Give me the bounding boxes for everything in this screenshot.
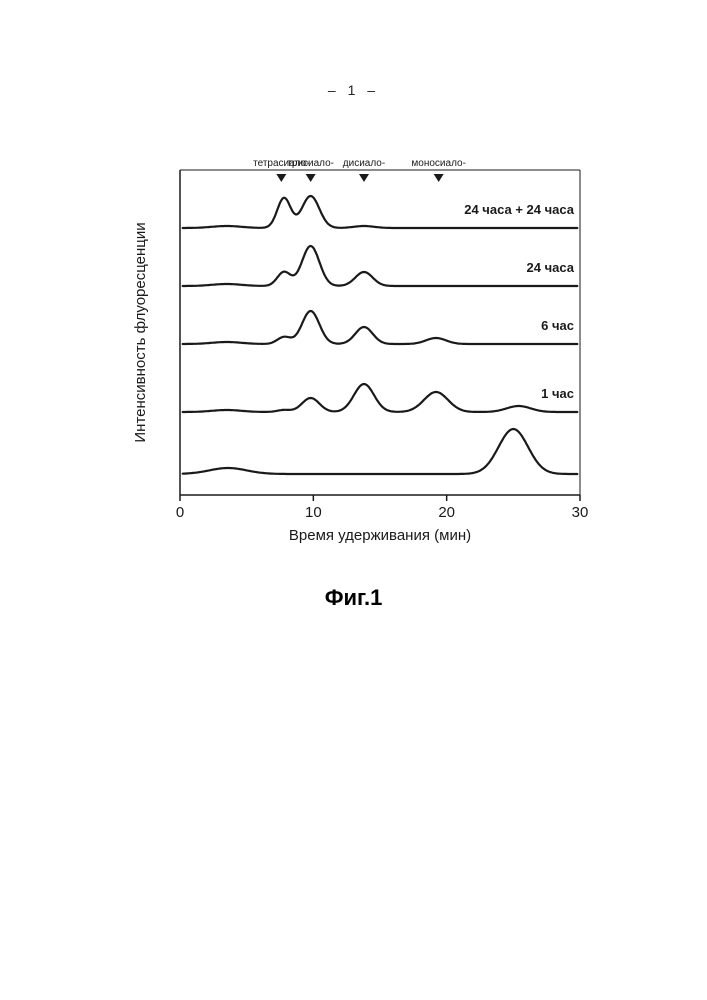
svg-text:10: 10 [305, 504, 322, 521]
svg-text:1 час: 1 час [541, 386, 574, 401]
svg-text:24 часа: 24 часа [527, 260, 575, 275]
svg-text:дисиало-: дисиало- [343, 158, 385, 169]
svg-text:6 час: 6 час [541, 318, 574, 333]
chromatogram-figure: 0 10 20 30 Время удерживания (мин) Интенсивно… [120, 150, 590, 550]
svg-text:0: 0 [176, 504, 184, 521]
chromatogram-svg: 0 10 20 30 Время удерживания (мин) Интенсивно… [120, 150, 590, 550]
page-number: – 1 – [0, 82, 707, 98]
svg-text:Интенсивность флуоресценции: Интенсивность флуоресценции [132, 222, 149, 442]
svg-text:30: 30 [572, 504, 589, 521]
svg-text:Время удерживания (мин): Время удерживания (мин) [289, 527, 471, 544]
figure-caption: Фиг.1 [0, 585, 707, 611]
svg-text:20: 20 [438, 504, 455, 521]
svg-text:24 часа + 24 часа: 24 часа + 24 часа [464, 202, 575, 217]
svg-text:моносиало-: моносиало- [411, 158, 466, 169]
svg-text:трисиало-: трисиало- [287, 158, 334, 169]
